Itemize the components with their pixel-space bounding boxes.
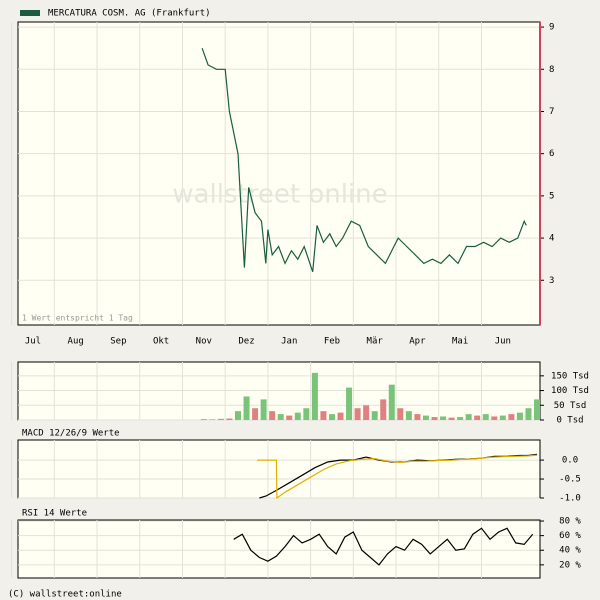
y-tick-label: 4 — [549, 234, 554, 244]
y-tick-label: 50 Tsd — [554, 401, 587, 411]
x-tick-label: Jul — [25, 337, 41, 347]
line — [233, 527, 534, 566]
panel — [17, 21, 541, 326]
bar — [525, 408, 532, 420]
bar — [286, 415, 293, 420]
bar — [534, 399, 541, 420]
bar — [405, 411, 412, 420]
bar — [217, 418, 224, 420]
bar — [252, 408, 259, 420]
x-tick-label: Nov — [196, 337, 212, 347]
bar — [200, 419, 207, 420]
legend-label: MERCATURA COSM. AG (Frankfurt) — [48, 9, 211, 19]
footer: (C) wallstreet:online — [8, 590, 122, 600]
x-tick-label: Mär — [367, 337, 384, 347]
bar — [482, 414, 489, 420]
bar — [269, 411, 276, 420]
x-tick-label: Jan — [281, 337, 297, 347]
y-tick-label: 0.0 — [562, 456, 578, 466]
panel-title: MACD 12/26/9 Werte — [22, 429, 120, 439]
y-tick-label: 9 — [549, 23, 554, 33]
y-tick-label: -0.5 — [559, 475, 581, 485]
x-tick-label: Feb — [324, 337, 340, 347]
x-tick-label: Okt — [153, 337, 169, 347]
note: 1 Wert entspricht 1 Tag — [22, 314, 133, 323]
bar — [277, 414, 284, 420]
bar — [474, 415, 481, 420]
bar — [388, 384, 395, 420]
y-tick-label: 6 — [549, 149, 554, 159]
x-tick-label: Dez — [238, 337, 254, 347]
y-tick-label: 3 — [549, 276, 554, 286]
watermark: wallstreet online — [172, 180, 387, 210]
y-tick-label: 40 % — [559, 546, 581, 556]
line — [201, 47, 527, 272]
bar — [294, 412, 301, 420]
bar — [346, 387, 353, 420]
bar — [303, 408, 310, 420]
x-tick-label: Mai — [452, 337, 468, 347]
bar — [371, 411, 378, 420]
panel-title: RSI 14 Werte — [22, 509, 87, 519]
y-tick-label: 5 — [549, 191, 554, 201]
bar — [380, 399, 387, 420]
bar — [465, 414, 472, 420]
bar — [499, 415, 506, 420]
line — [257, 454, 538, 500]
bar — [320, 411, 327, 420]
y-tick-label: 0 Tsd — [556, 416, 583, 426]
panel — [17, 519, 541, 579]
bar — [491, 416, 498, 420]
bar — [354, 408, 361, 420]
y-tick-label: 60 % — [559, 531, 581, 541]
y-tick-label: 80 % — [559, 517, 581, 527]
bar — [516, 412, 523, 420]
bar — [508, 414, 515, 420]
x-tick-label: Apr — [409, 337, 426, 347]
bar — [311, 372, 318, 420]
x-tick-label: Jun — [495, 337, 511, 347]
x-tick-label: Aug — [68, 337, 84, 347]
bar — [448, 417, 455, 420]
legend-swatch — [20, 10, 40, 16]
y-tick-label: 20 % — [559, 560, 581, 570]
bar — [234, 411, 241, 420]
bar — [337, 412, 344, 420]
bar — [440, 416, 447, 420]
bar — [457, 417, 464, 420]
bar — [209, 419, 216, 420]
y-tick-label: 150 Tsd — [551, 371, 589, 381]
x-tick-label: Sep — [110, 337, 126, 347]
bar — [226, 418, 233, 420]
bar — [243, 396, 250, 420]
bar — [328, 414, 335, 420]
bar — [397, 408, 404, 420]
bar — [260, 399, 267, 420]
bar — [422, 415, 429, 420]
bar — [414, 414, 421, 420]
y-tick-label: 7 — [549, 107, 554, 117]
y-tick-label: -1.0 — [559, 494, 581, 504]
bar — [363, 405, 370, 420]
bar — [431, 417, 438, 420]
y-tick-label: 8 — [549, 65, 554, 75]
y-tick-label: 100 Tsd — [551, 386, 589, 396]
